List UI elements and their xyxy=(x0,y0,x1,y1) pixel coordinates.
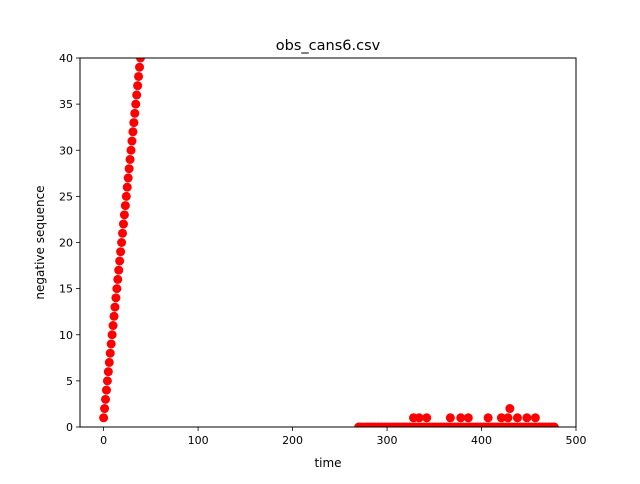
axis-ticks: 0 100 200 300 400 500 0 5 10 15 20 25 30 35 40 xyxy=(59,52,587,447)
data-point xyxy=(129,118,139,128)
x-tick-label: 300 xyxy=(377,434,398,447)
data-point xyxy=(125,154,135,164)
data-point xyxy=(131,99,141,109)
x-tick-label: 100 xyxy=(188,434,209,447)
data-point xyxy=(422,413,432,423)
x-tick-label: 200 xyxy=(282,434,303,447)
data-point xyxy=(505,404,515,414)
data-point xyxy=(119,210,129,220)
data-point xyxy=(117,238,127,247)
data-point xyxy=(123,173,133,183)
data-point xyxy=(414,413,424,423)
data-point xyxy=(445,413,455,423)
data-point xyxy=(133,81,143,91)
x-axis-label: time xyxy=(314,456,341,470)
data-point xyxy=(107,330,117,340)
data-point xyxy=(135,58,145,63)
data-point xyxy=(132,90,142,100)
data-point xyxy=(101,394,111,404)
data-point xyxy=(101,385,111,395)
x-tick-label: 500 xyxy=(566,434,587,447)
data-point xyxy=(114,265,124,275)
data-point xyxy=(496,413,506,423)
data-point xyxy=(512,413,522,423)
data-point xyxy=(483,413,493,423)
data-point xyxy=(549,422,559,427)
data-point xyxy=(113,274,123,284)
y-axis-label: negative sequence xyxy=(33,185,47,299)
data-point xyxy=(522,413,532,423)
y-tick-label: 40 xyxy=(59,52,73,65)
data-point xyxy=(106,339,116,349)
data-point xyxy=(115,256,125,266)
data-point xyxy=(126,145,136,155)
y-tick-label: 20 xyxy=(59,237,73,250)
data-point xyxy=(122,182,132,192)
data-point xyxy=(121,191,131,201)
data-point xyxy=(112,284,122,294)
y-tick-label: 25 xyxy=(59,190,73,203)
data-point xyxy=(111,293,121,303)
data-point xyxy=(100,404,110,414)
data-point xyxy=(118,228,128,238)
y-tick-label: 35 xyxy=(59,98,73,111)
chart-title: obs_cans6.csv xyxy=(276,38,381,54)
data-point xyxy=(463,413,473,423)
y-tick-label: 10 xyxy=(59,329,73,342)
x-tick-label: 400 xyxy=(471,434,492,447)
data-point xyxy=(105,348,115,358)
data-point xyxy=(109,311,119,321)
data-point xyxy=(118,219,128,229)
data-point xyxy=(108,321,118,331)
data-point xyxy=(530,413,540,423)
y-tick-label: 0 xyxy=(66,421,73,434)
data-point xyxy=(503,413,513,423)
data-point xyxy=(128,127,138,137)
data-point xyxy=(116,247,126,257)
data-point xyxy=(104,357,114,367)
data-point xyxy=(124,164,134,174)
plot-frame xyxy=(79,57,577,428)
y-tick-label: 5 xyxy=(66,375,73,388)
x-tick-label: 0 xyxy=(100,434,107,447)
data-point xyxy=(130,108,140,118)
data-point xyxy=(120,201,130,211)
y-tick-label: 15 xyxy=(59,283,73,296)
data-point xyxy=(102,376,112,386)
data-points xyxy=(99,58,559,427)
data-point xyxy=(110,302,120,312)
data-point xyxy=(456,413,466,423)
data-point xyxy=(127,136,137,146)
data-point xyxy=(103,367,113,377)
y-tick-label: 30 xyxy=(59,144,73,157)
data-point xyxy=(99,413,109,423)
data-point xyxy=(135,62,145,72)
data-point xyxy=(134,71,144,81)
